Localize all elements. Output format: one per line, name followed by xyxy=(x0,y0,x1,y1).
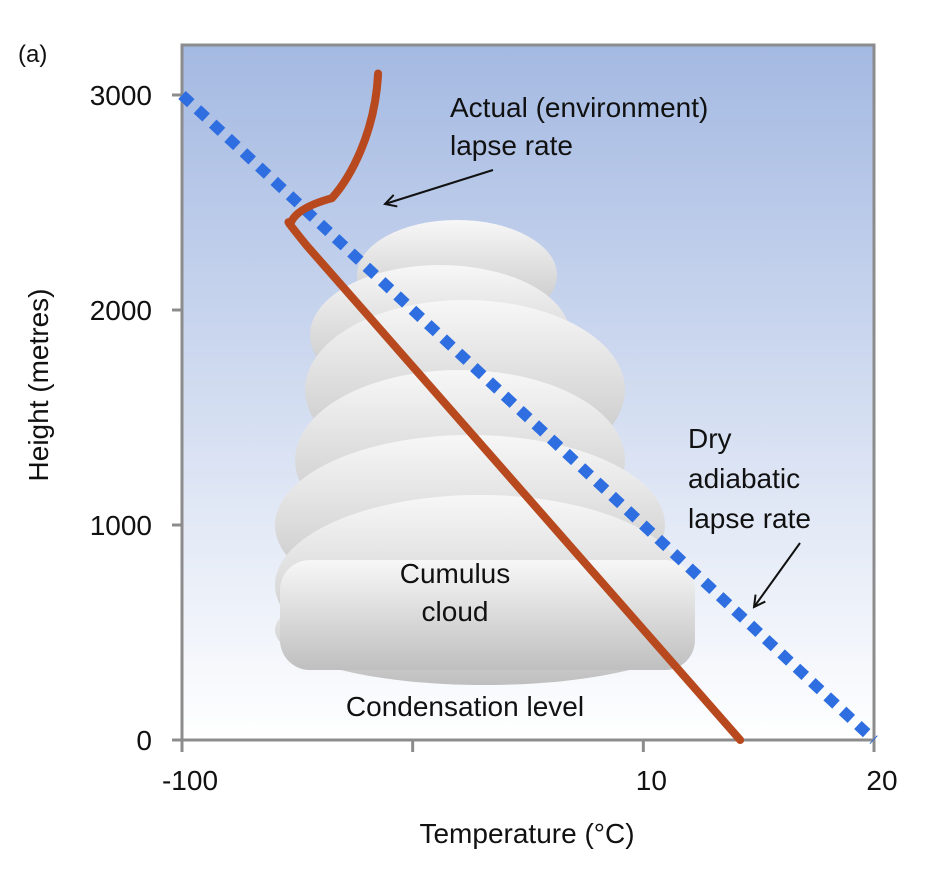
environment-label-line2: lapse rate xyxy=(450,130,573,161)
y-tick-label: 0 xyxy=(136,725,152,756)
y-axis-title: Height (metres) xyxy=(23,289,54,482)
x-tick-label: 10 xyxy=(636,765,667,796)
cumulus-cloud xyxy=(275,220,695,685)
plot-frame xyxy=(180,43,876,742)
x-tick-label: 20 xyxy=(866,765,897,796)
dry-arrow xyxy=(754,542,801,607)
y-tick-label: 2000 xyxy=(90,295,152,326)
cloud-label-line2: cloud xyxy=(422,596,489,627)
dry-label-line1: Dry xyxy=(688,423,732,454)
x-axis-title: Temperature (°C) xyxy=(419,818,634,849)
panel-label: (a) xyxy=(18,41,47,68)
environment-arrow xyxy=(385,169,494,204)
cloud-label-line1: Cumulus xyxy=(400,558,510,589)
axes: 0 1000 2000 3000 -100 10 20 xyxy=(90,43,898,796)
condensation-level-label: Condensation level xyxy=(346,691,584,722)
series-layer xyxy=(178,69,878,745)
y-tick-label: 3000 xyxy=(90,80,152,111)
dry-adiabatic-line xyxy=(178,90,878,745)
dry-label-line3: lapse rate xyxy=(688,503,811,534)
x-tick-label: -100 xyxy=(162,765,218,796)
environment-lapse-line xyxy=(284,69,745,744)
environment-label-line1: Actual (environment) xyxy=(450,92,708,123)
y-tick-label: 1000 xyxy=(90,510,152,541)
dry-label-line2: adiabatic xyxy=(688,463,800,494)
